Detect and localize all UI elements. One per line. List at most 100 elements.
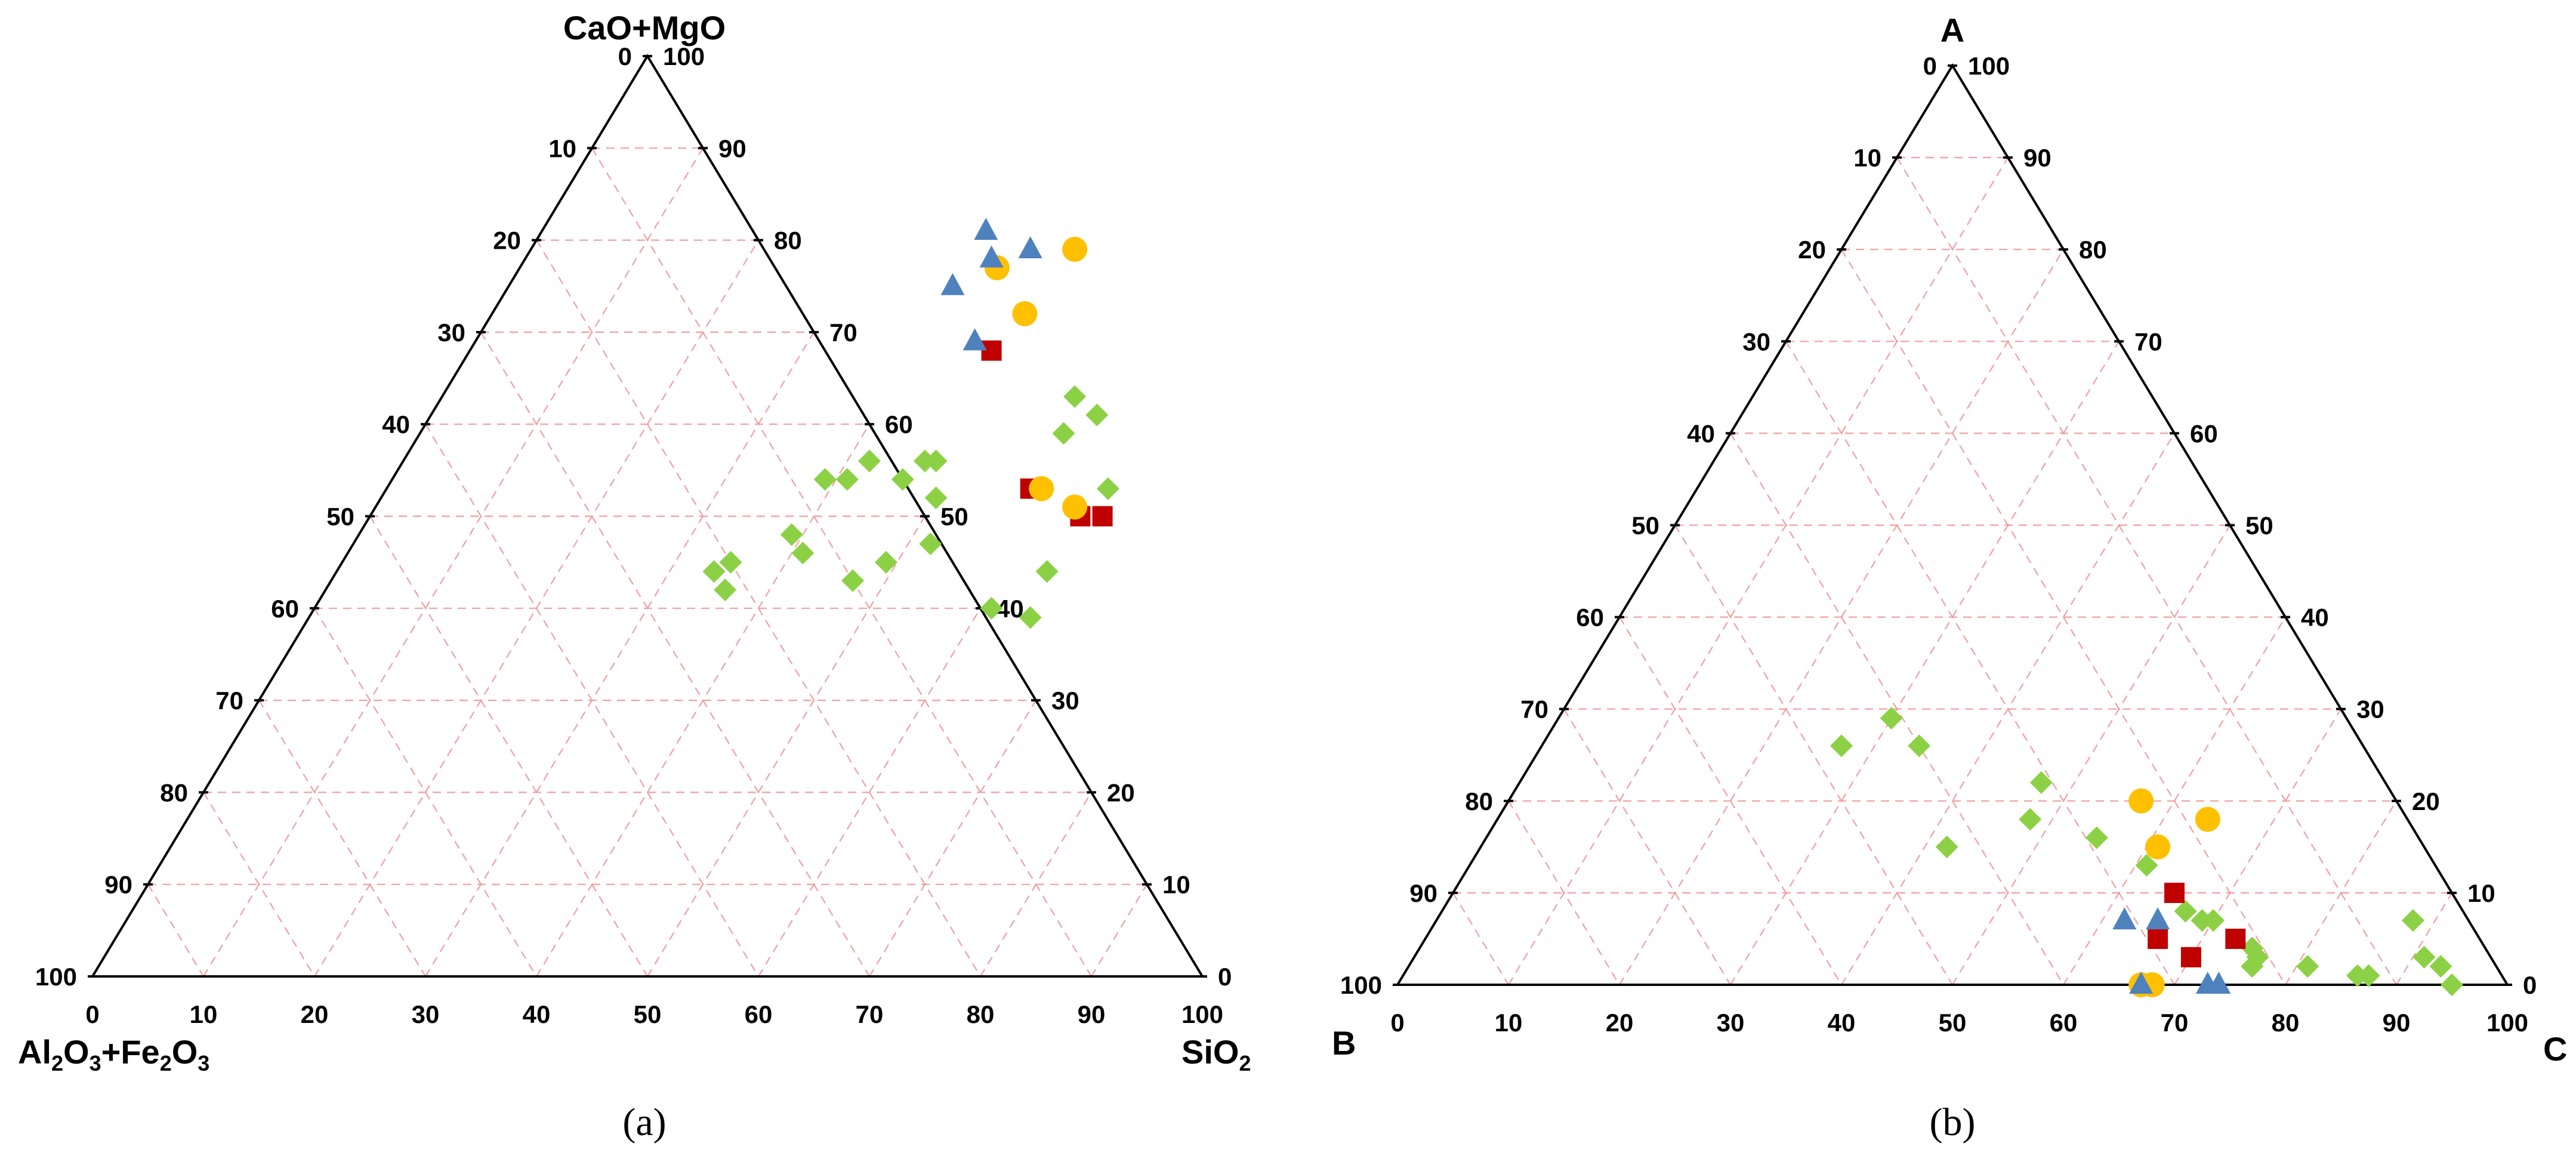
triangle-marker <box>1018 236 1042 259</box>
grid-line-r-1 <box>203 147 704 977</box>
grid-line-l-9 <box>1896 157 2397 985</box>
diamond-marker <box>1908 734 1931 758</box>
tick-label-bottom: 0 <box>85 1000 99 1028</box>
circle-marker <box>2128 788 2154 814</box>
grid-line-l-9 <box>591 147 1092 977</box>
diamond-marker <box>2174 899 2197 923</box>
tick-label-right: 40 <box>2301 604 2329 632</box>
grid-line-l-7 <box>480 332 870 977</box>
diamond-marker <box>702 560 726 583</box>
grid-line-l-5 <box>1674 524 1953 985</box>
tick-label-right: 0 <box>1218 963 1232 991</box>
circle-marker <box>2195 806 2220 832</box>
grid-line-l-3 <box>258 700 426 977</box>
grid-line-l-2 <box>1508 800 1620 985</box>
diamond-marker <box>924 486 948 509</box>
diamond-marker <box>2019 808 2042 831</box>
tick-label-left: 80 <box>160 778 188 806</box>
tick-label-left: 60 <box>1576 604 1604 632</box>
tick-label-right: 50 <box>940 503 968 531</box>
grid-line-r-5 <box>647 515 925 977</box>
tick-label-left: 20 <box>493 227 521 255</box>
diamond-marker <box>1085 403 1109 426</box>
tick-label-bottom: 50 <box>1939 1009 1967 1037</box>
grid-line-l-4 <box>314 608 537 977</box>
tick-label-left: 20 <box>1798 236 1826 264</box>
tick-label-right: 70 <box>829 319 857 347</box>
tick-label-right: 50 <box>2245 512 2273 540</box>
diamond-marker <box>2441 973 2463 996</box>
diamond-marker <box>719 551 742 574</box>
tick-label-right: 0 <box>2523 971 2537 999</box>
square-marker <box>981 340 1002 361</box>
diamond-marker <box>2429 955 2452 978</box>
diamond-marker <box>1019 606 1042 629</box>
grid-line-r-9 <box>2396 892 2452 985</box>
square-marker <box>2180 947 2201 967</box>
grid-line-r-7 <box>869 700 1036 977</box>
tick-label-left: 40 <box>1687 419 1715 447</box>
tick-label-left: 50 <box>326 503 354 531</box>
tick-label-bottom: 60 <box>745 1000 773 1028</box>
tick-label-bottom: 20 <box>1606 1009 1634 1037</box>
grid-line-l-1 <box>1452 892 1509 985</box>
diamond-marker <box>841 569 865 592</box>
tick-label-right: 100 <box>1968 52 2010 80</box>
tick-label-right: 10 <box>1162 871 1190 899</box>
tick-label-bottom: 50 <box>634 1000 662 1028</box>
diamond-marker <box>1063 385 1087 408</box>
triangle-marker <box>979 245 1004 268</box>
diamond-marker <box>924 449 948 472</box>
tick-label-bottom: 0 <box>1390 1009 1404 1037</box>
grid-line-r-5 <box>1952 524 2231 985</box>
vertex-label-left-b: B <box>1332 1024 1356 1062</box>
grid-line-l-8 <box>536 240 981 977</box>
vertex-label-right-a: SiO2 <box>1181 1033 1251 1075</box>
square-marker <box>1092 506 1113 527</box>
grid-a <box>147 147 1147 977</box>
tick-label-bottom: 90 <box>1078 1000 1106 1028</box>
tick-label-right: 20 <box>1107 778 1135 806</box>
tick-label-bottom: 70 <box>856 1000 884 1028</box>
diamond-marker <box>874 551 897 574</box>
vertex-label-right-b: C <box>2543 1030 2567 1068</box>
data-points-a <box>702 218 1119 629</box>
diamond-marker <box>1935 835 1958 858</box>
tick-label-bottom: 10 <box>1495 1009 1523 1037</box>
tick-label-left: 90 <box>104 871 132 899</box>
caption-a: (a) <box>622 1100 666 1144</box>
diamond-marker <box>2401 909 2424 932</box>
triangle-marker <box>2207 972 2231 994</box>
tick-label-bottom: 40 <box>523 1000 551 1028</box>
tick-label-right: 90 <box>2023 144 2051 172</box>
tick-label-left: 80 <box>1465 787 1493 815</box>
diamond-marker <box>714 578 737 601</box>
diamond-marker <box>2413 945 2436 969</box>
grid-line-r-1 <box>1508 157 2009 985</box>
diamond-marker <box>1096 477 1119 500</box>
tick-label-left: 0 <box>1923 52 1937 80</box>
tick-label-left: 30 <box>1742 327 1770 355</box>
tick-label-right: 30 <box>1051 687 1079 715</box>
tick-label-left: 30 <box>437 319 465 347</box>
diamond-marker <box>2029 771 2053 794</box>
tick-label-right: 30 <box>2356 695 2384 724</box>
square-marker <box>2225 928 2246 949</box>
tick-label-bottom: 90 <box>2383 1009 2411 1037</box>
diamond-marker <box>858 449 881 472</box>
diamond-marker <box>2357 964 2380 987</box>
grid-line-r-3 <box>1730 341 2120 985</box>
tick-label-bottom: 80 <box>2272 1009 2300 1037</box>
tick-label-left: 50 <box>1631 512 1659 540</box>
grid-line-l-7 <box>1785 341 2175 985</box>
circle-marker <box>2145 834 2171 860</box>
tick-label-right: 80 <box>774 227 802 255</box>
diamond-marker <box>2135 854 2158 877</box>
circle-marker <box>1012 301 1038 327</box>
tick-label-right: 60 <box>885 410 913 438</box>
grid-line-l-6 <box>1730 432 2064 985</box>
